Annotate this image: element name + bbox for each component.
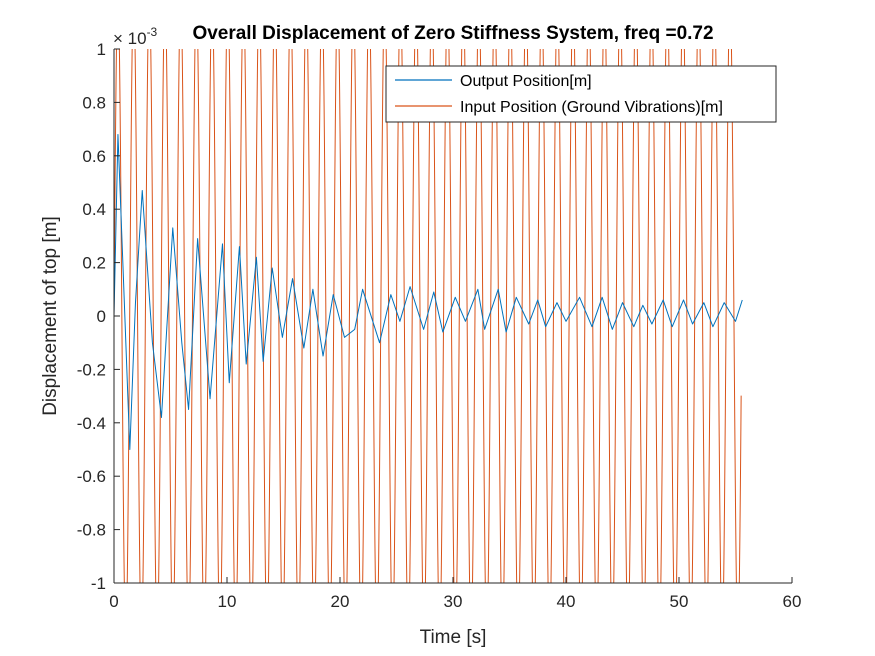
x-tick-label: 20 (331, 592, 350, 611)
legend-label-input: Input Position (Ground Vibrations)[m] (460, 99, 723, 116)
y-tick-label: 0.8 (82, 93, 106, 112)
x-axis-label: Time [s] (420, 627, 487, 648)
y-tick-label: -0.6 (77, 467, 106, 486)
legend: Output Position[m] Input Position (Groun… (385, 65, 777, 123)
x-tick-label: 50 (670, 592, 689, 611)
axes: 0 10 20 30 40 50 60 -1 -0.8 -0.6 -0.4 -0.2 0 0.2 0.4 0.… (77, 40, 802, 611)
y-tick-label: 0.2 (82, 254, 106, 273)
x-tick-label: 30 (444, 592, 463, 611)
y-axis-label: Displacement of top [m] (40, 216, 61, 416)
series-line-output-position (114, 133, 743, 450)
y-tick-label: -0.8 (77, 521, 106, 540)
x-tick-label: 10 (218, 592, 237, 611)
y-tick-label: -1 (91, 574, 106, 593)
legend-label-output: Output Position[m] (460, 73, 592, 90)
y-exponent-power: -3 (147, 25, 158, 39)
y-exponent-label: × 10-3 (113, 25, 158, 48)
legend-box (385, 65, 777, 123)
x-tick-label: 60 (783, 592, 802, 611)
chart-title: Overall Displacement of Zero Stiffness S… (192, 23, 713, 44)
x-tick-label: 40 (557, 592, 576, 611)
plot-area (114, 49, 743, 583)
y-tick-label: 0 (97, 307, 106, 326)
series-line-input-position (114, 49, 742, 583)
y-tick-label: -0.2 (77, 360, 106, 379)
y-tick-label: -0.4 (77, 414, 106, 433)
x-tick-label: 0 (109, 592, 118, 611)
y-tick-label: 1 (97, 40, 106, 59)
y-tick-label: 0.4 (82, 200, 106, 219)
y-tick-label: 0.6 (82, 147, 106, 166)
